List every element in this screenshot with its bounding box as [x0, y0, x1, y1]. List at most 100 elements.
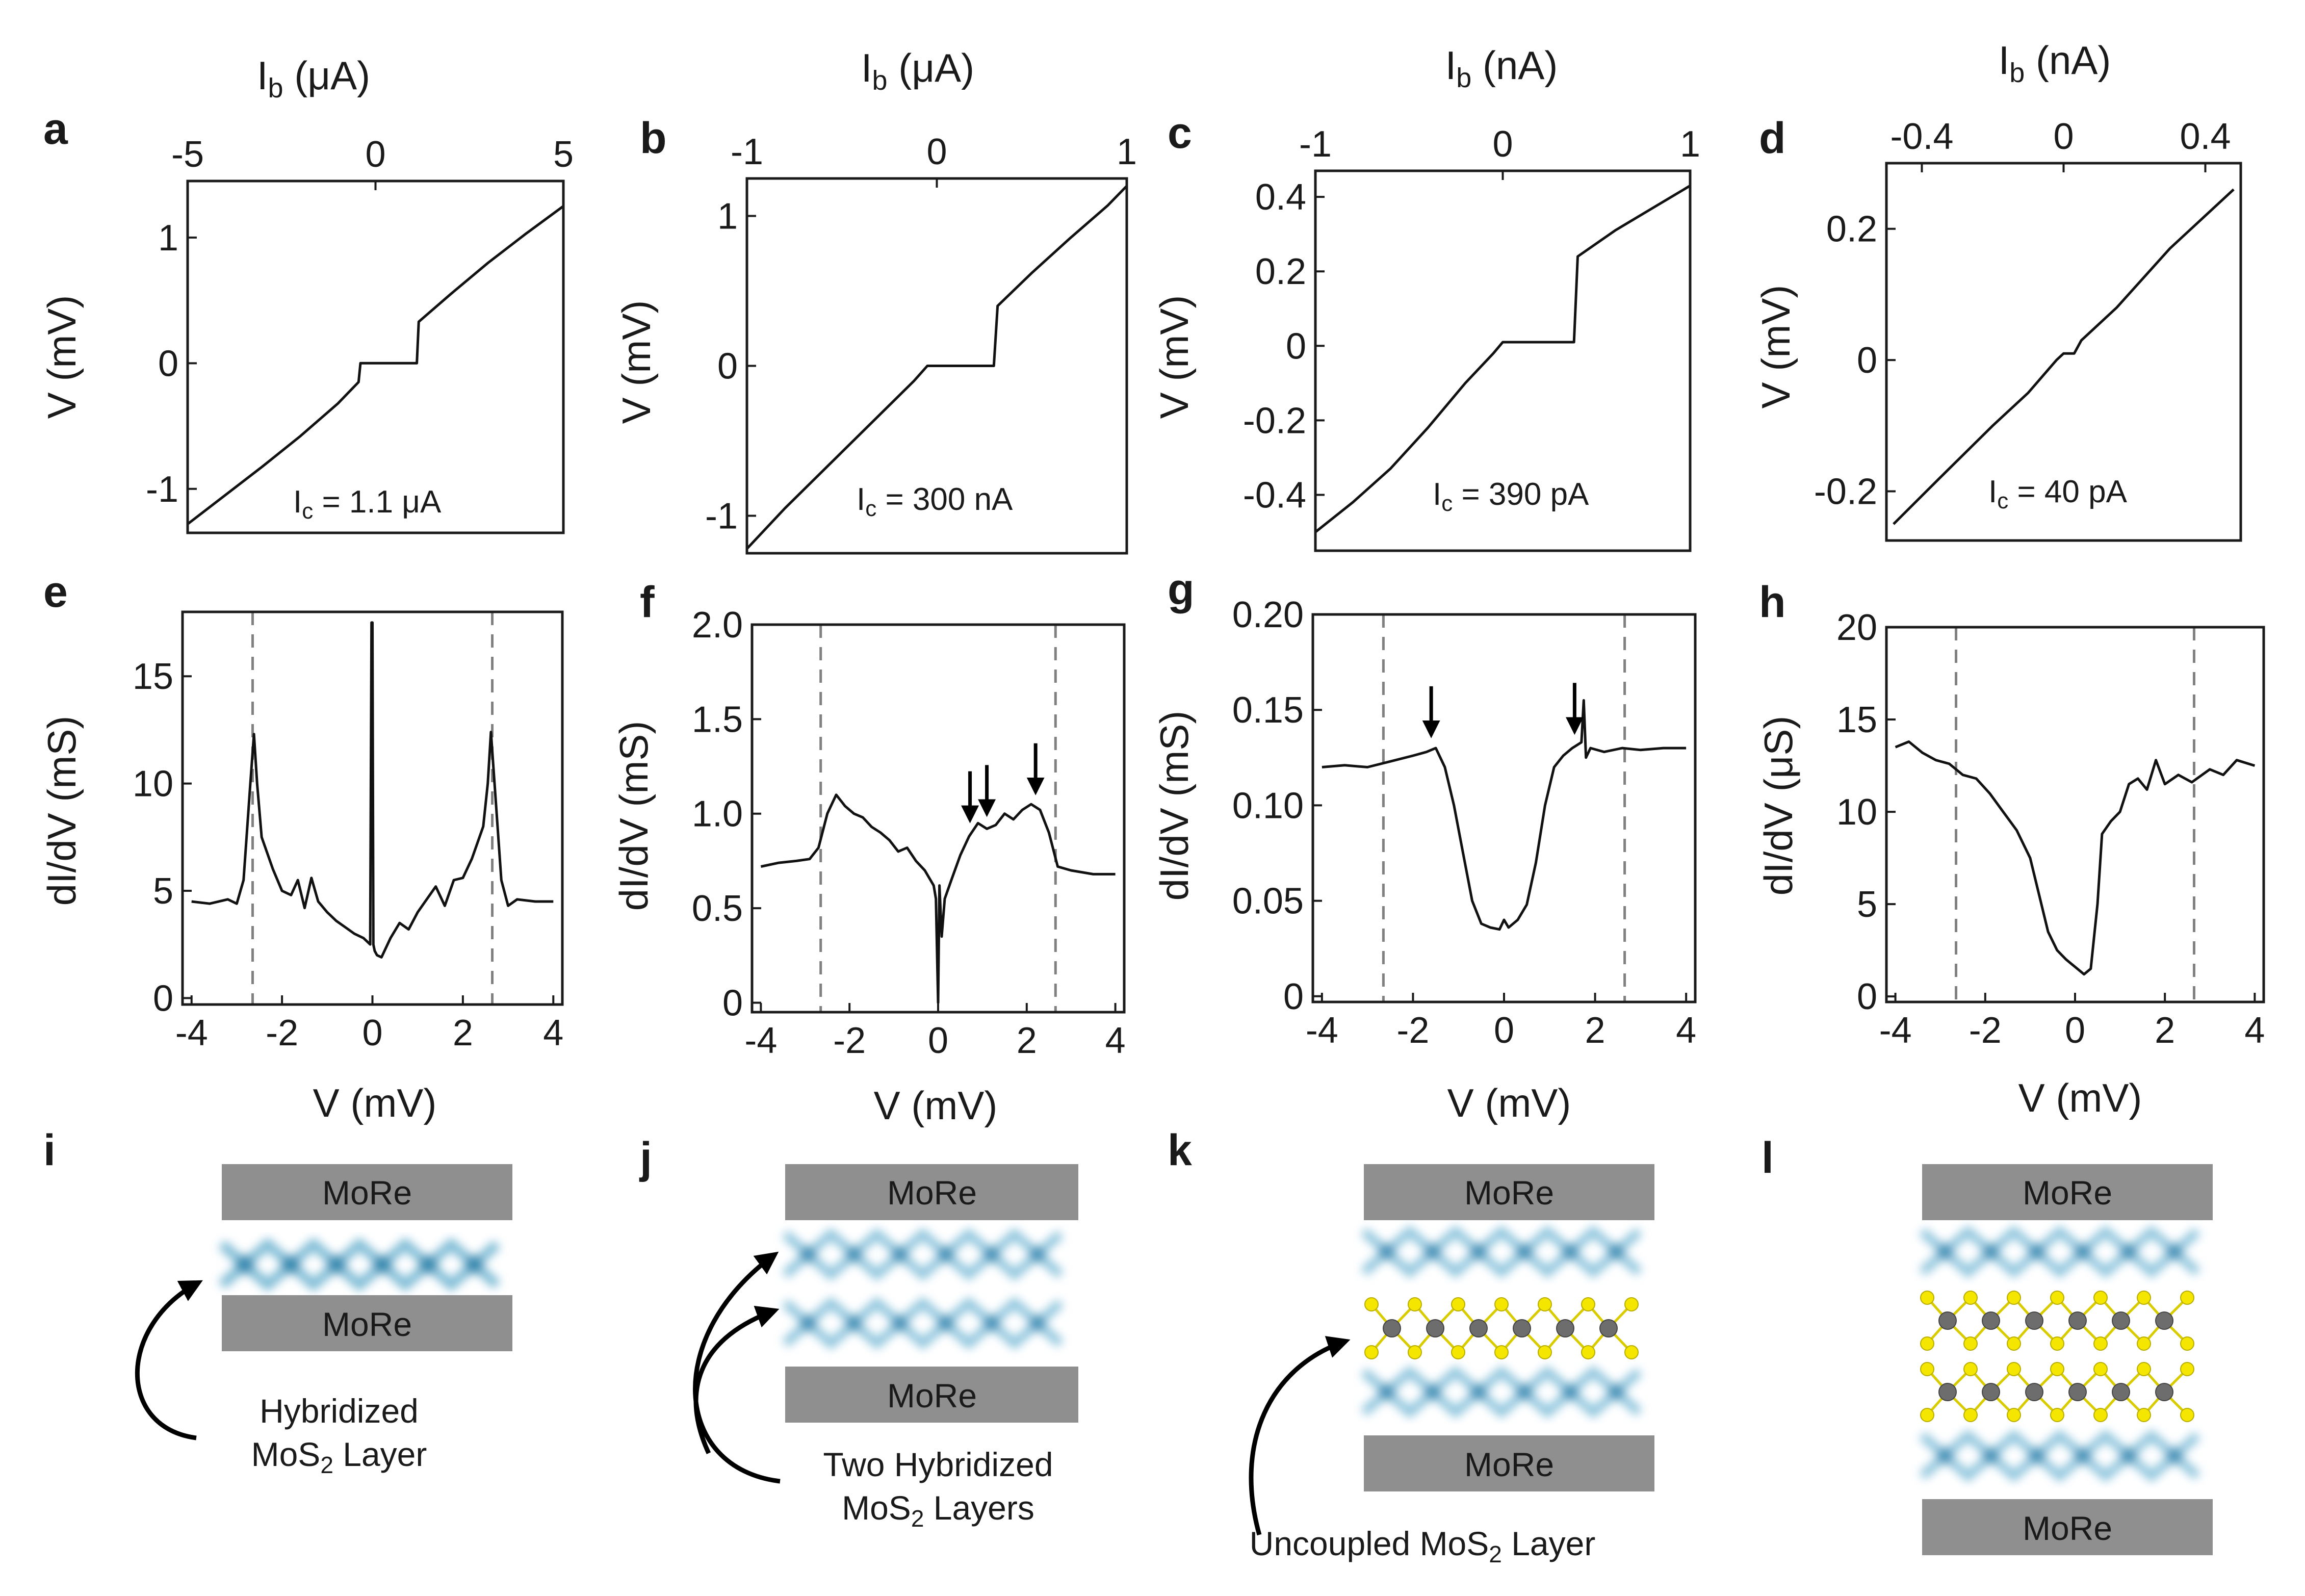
- electrode-bottom-k: [1364, 1435, 1654, 1491]
- y-tick-label: 10: [133, 764, 173, 805]
- chart-panel-d: -0.4 0 0.4 -0.2 0 0.2: [1814, 116, 2242, 542]
- y-tick-label: 0.05: [1232, 881, 1304, 922]
- data-series-e: [191, 621, 554, 959]
- y-tick-label: 15: [1836, 700, 1877, 740]
- y-tick-label: 1: [158, 218, 178, 259]
- chart-panel-e: -4 -2 0 2 4 0 5 10 15: [133, 610, 564, 1053]
- ylabel-c: V (mV): [1152, 295, 1197, 419]
- panel-label-i: i: [43, 1126, 56, 1175]
- y-tick-label: 15: [133, 656, 173, 697]
- x-tick-label: -1: [1299, 124, 1332, 165]
- y-tick-label: 0.15: [1232, 690, 1304, 731]
- y-tick-label: 0.2: [1826, 209, 1877, 250]
- annotation-c: Ic = 390 pA: [1433, 477, 1589, 516]
- mos2-hybridized-layers-j: [782, 1227, 1064, 1350]
- panel-label-g: g: [1168, 565, 1195, 614]
- electrode-top-i: [222, 1164, 512, 1220]
- x-tick-label: 4: [543, 1013, 563, 1053]
- ylabel-h: dI/dV (μS): [1756, 716, 1801, 896]
- y-tick-label: 5: [1857, 884, 1877, 925]
- x-tick-label: 2: [1017, 1020, 1037, 1061]
- chart-panel-g: -4 -2 0 2 4 0 0.05 0.10 0.15 0.20: [1232, 595, 1697, 1051]
- schematic-k: MoRe MoRe Uncoupled MoS2 Layer: [1249, 1164, 1654, 1567]
- y-tick-label: -0.2: [1243, 400, 1306, 441]
- y-tick-label: 0.2: [1255, 251, 1306, 292]
- mos2-hybridized-layer-l-bottom: [1919, 1429, 2200, 1483]
- x-tick-label: 0.4: [2180, 116, 2231, 157]
- x-tick-label: -4: [744, 1020, 777, 1061]
- electrode-top-l: [1922, 1164, 2213, 1220]
- mos2-uncoupled-layer-k: [1364, 1297, 1639, 1359]
- mos2-hybridized-layer-i: [218, 1237, 501, 1292]
- annotation-a: Ic = 1.1 μA: [293, 484, 442, 524]
- ylabel-d: V (mV): [1753, 285, 1798, 409]
- caption-j-line1: Two Hybridized: [823, 1446, 1053, 1483]
- xlabel-e: V (mV): [313, 1080, 437, 1125]
- plot-frame-h: [1885, 626, 2265, 1003]
- chart-panel-a: -5 0 5 -1 0 1: [146, 134, 574, 534]
- x-tick-label: 0: [1494, 1010, 1514, 1051]
- panel-label-e: e: [43, 568, 68, 616]
- y-tick-label: -0.4: [1243, 475, 1306, 516]
- schematic-j: MoRe MoRe Two Hybridized MoS2 Layers: [693, 1164, 1078, 1532]
- x-tick-label: 0: [928, 1020, 948, 1061]
- y-tick-label: 10: [1836, 792, 1877, 833]
- panel-label-a: a: [43, 105, 68, 153]
- y-tick-label: 0: [1857, 340, 1877, 381]
- ylabel-g: dI/dV (mS): [1152, 711, 1197, 901]
- x-tick-label: 2: [1585, 1010, 1605, 1051]
- y-tick-label: 5: [153, 871, 173, 912]
- y-tick-label: 0: [1857, 976, 1877, 1017]
- electrode-top-k: [1364, 1164, 1654, 1220]
- schematic-i: MoRe MoRe Hybridized MoS2 Layer: [135, 1164, 512, 1478]
- data-series-h: [1895, 740, 2256, 976]
- y-tick-label: 2.0: [692, 605, 743, 646]
- x-tick-label: -2: [266, 1013, 298, 1053]
- panel-label-c: c: [1168, 109, 1192, 158]
- x-tick-label: 2: [453, 1013, 473, 1053]
- x-tick-label: 0: [1492, 124, 1513, 165]
- caption-i-line1: Hybridized: [260, 1392, 419, 1430]
- curved-arrow-k: [1249, 1336, 1351, 1536]
- y-tick-label: 0.20: [1232, 595, 1304, 635]
- x-tick-label: 0: [926, 132, 947, 172]
- y-tick-label: 0: [1286, 326, 1306, 367]
- y-tick-label: 0.4: [1255, 177, 1306, 218]
- y-tick-label: 20: [1836, 607, 1877, 648]
- data-series-a: [187, 205, 564, 525]
- curved-arrow-j-lower: [693, 1305, 780, 1454]
- electrode-label: MoRe: [322, 1174, 412, 1212]
- ylabel-f: dI/dV (mS): [611, 721, 656, 911]
- data-series-b: [746, 185, 1128, 550]
- electrode-bottom-l: [1922, 1499, 2213, 1555]
- x-tick-label: -4: [1306, 1010, 1338, 1051]
- x-tick-label: -2: [833, 1020, 866, 1061]
- x-tick-label: -0.4: [1890, 116, 1953, 157]
- caption-j-line2: MoS2 Layers: [842, 1489, 1034, 1532]
- plot-frame-g: [1311, 613, 1697, 1003]
- y-tick-label: 0.5: [692, 888, 743, 929]
- y-tick-label: -0.2: [1814, 471, 1877, 512]
- top-xlabel-c: Ib (nA): [1445, 43, 1558, 93]
- data-series-c: [1314, 185, 1691, 533]
- x-tick-label: 4: [1676, 1010, 1696, 1051]
- chart-panel-f: -4 -2 0 2 4 0 0.5 1.0 1.5 2.0: [692, 605, 1126, 1061]
- electrode-bottom-j: [785, 1367, 1078, 1423]
- panel-label-b: b: [640, 114, 667, 163]
- y-tick-label: 1.0: [692, 794, 743, 835]
- x-tick-label: -2: [1969, 1010, 2002, 1051]
- y-tick-label: 0: [1283, 976, 1304, 1017]
- xlabel-f: V (mV): [874, 1083, 998, 1128]
- x-tick-label: -4: [175, 1013, 208, 1053]
- electrode-top-j: [785, 1164, 1078, 1220]
- data-series-d: [1893, 188, 2235, 525]
- top-xlabel-d: Ib (nA): [1999, 38, 2111, 88]
- mos2-uncoupled-bilayer-l: [1920, 1291, 2194, 1422]
- panel-label-d: d: [1759, 114, 1786, 163]
- electrode-label: MoRe: [887, 1174, 977, 1212]
- electrode-label: MoRe: [1464, 1446, 1554, 1483]
- y-tick-label: -1: [705, 496, 738, 537]
- y-tick-label: 0: [717, 346, 738, 387]
- chart-panel-h: -4 -2 0 2 4 0 5 10 15 20: [1836, 607, 2265, 1051]
